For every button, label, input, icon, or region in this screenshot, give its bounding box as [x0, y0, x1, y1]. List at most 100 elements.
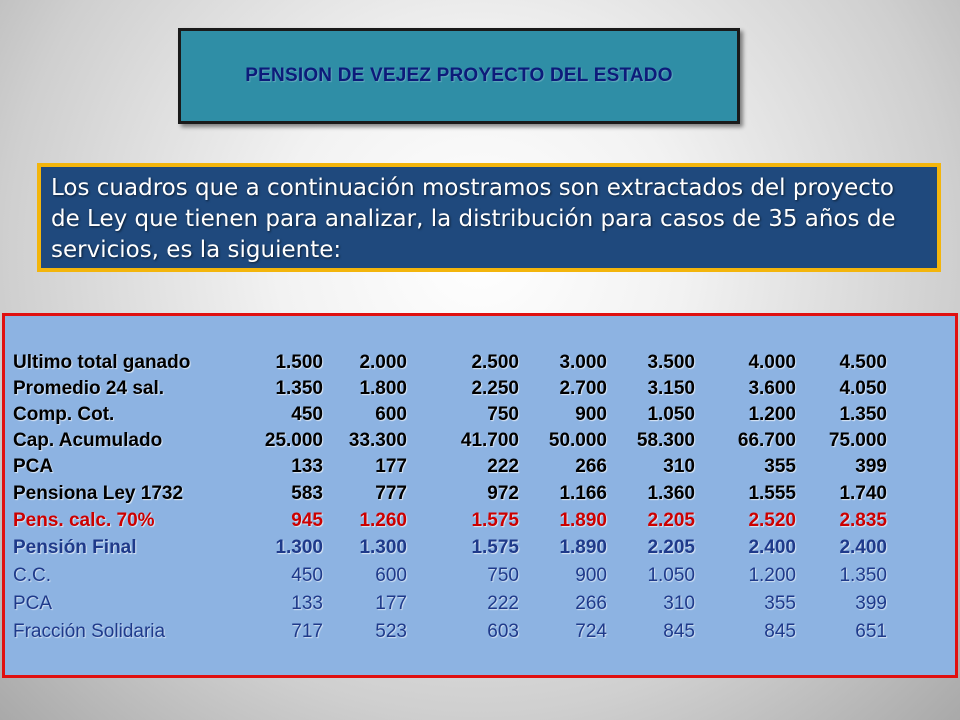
table-cell: 523	[375, 621, 407, 642]
table-cell: 310	[663, 593, 695, 614]
table-cell: 2.835	[839, 510, 887, 531]
table-cell: 1.166	[559, 483, 607, 504]
intro-text: Los cuadros que a continuación mostramos…	[51, 175, 896, 263]
table-cell: 2.700	[559, 378, 607, 399]
row-label: Pens. calc. 70%	[13, 510, 155, 531]
table-cell: 310	[663, 456, 695, 477]
table-cell: 2.205	[647, 510, 695, 531]
table-cell: 450	[291, 565, 323, 586]
table-row: Pensión Final 1.300 1.300 1.575 1.890 2.205 2.…	[13, 536, 953, 560]
table-cell: 1.740	[839, 483, 887, 504]
table-cell: 25.000	[264, 430, 323, 451]
intro-box: Los cuadros que a continuación mostramos…	[37, 163, 941, 272]
row-label: PCA	[13, 593, 53, 614]
row-label: Fracción Solidaria	[13, 621, 166, 642]
table-cell: 1.800	[359, 378, 407, 399]
table-cell: 2.000	[359, 352, 407, 373]
table-cell: 900	[575, 404, 607, 425]
table-cell: 222	[487, 456, 519, 477]
row-label: C.C.	[13, 565, 51, 586]
table-cell: 3.600	[748, 378, 796, 399]
pension-table: Ultimo total ganado 1.500 2.000 2.500 3.000 3…	[2, 313, 958, 678]
table-cell: 750	[487, 404, 519, 425]
table-cell: 50.000	[548, 430, 607, 451]
table-cell: 133	[291, 593, 323, 614]
table-cell: 2.400	[748, 537, 796, 558]
table-cell: 4.050	[839, 378, 887, 399]
table-cell: 33.300	[348, 430, 407, 451]
table-cell: 1.350	[275, 378, 323, 399]
table-cell: 266	[575, 456, 607, 477]
table-row: Fracción Solidaria 717 523 603 724 845 845 651	[13, 620, 953, 644]
table-cell: 1.300	[275, 537, 323, 558]
table-row: PCA 133 177 222 266 310 355 399	[13, 592, 953, 616]
row-label: Ultimo total ganado	[13, 352, 191, 373]
table-cell: 3.150	[647, 378, 695, 399]
table-cell: 3.500	[647, 352, 695, 373]
table-cell: 1.555	[748, 483, 796, 504]
table-cell: 1.350	[839, 565, 887, 586]
table-cell: 355	[764, 593, 796, 614]
table-cell: 1.260	[359, 510, 407, 531]
row-label: Cap. Acumulado	[13, 430, 163, 451]
table-cell: 133	[291, 456, 323, 477]
row-label: Comp. Cot.	[13, 404, 115, 425]
table-row: Cap. Acumulado 25.000 33.300 41.700 50.000 58…	[13, 429, 953, 453]
table-cell: 222	[487, 593, 519, 614]
table-cell: 1.575	[471, 510, 519, 531]
table-cell: 2.400	[839, 537, 887, 558]
table-cell: 266	[575, 593, 607, 614]
table-cell: 2.520	[748, 510, 796, 531]
table-cell: 66.700	[737, 430, 796, 451]
table-cell: 41.700	[460, 430, 519, 451]
table-cell: 355	[764, 456, 796, 477]
table-row: Pens. calc. 70% 945 1.260 1.575 1.890 2.205 2.…	[13, 509, 953, 533]
table-cell: 1.890	[559, 537, 607, 558]
table-row: Promedio 24 sal. 1.350 1.800 2.250 2.700 3.15…	[13, 377, 953, 401]
table-cell: 4.000	[748, 352, 796, 373]
table-cell: 717	[291, 621, 323, 642]
table-cell: 724	[575, 621, 607, 642]
table-cell: 3.000	[559, 352, 607, 373]
table-row: Ultimo total ganado 1.500 2.000 2.500 3.000 3…	[13, 351, 953, 375]
row-label: Promedio 24 sal.	[13, 378, 165, 399]
table-cell: 2.205	[647, 537, 695, 558]
title-box: PENSION DE VEJEZ PROYECTO DEL ESTADO	[178, 28, 740, 124]
table-cell: 777	[375, 483, 407, 504]
table-cell: 603	[487, 621, 519, 642]
table-cell: 399	[855, 593, 887, 614]
table-cell: 1.350	[839, 404, 887, 425]
table-cell: 972	[487, 483, 519, 504]
table-cell: 75.000	[828, 430, 887, 451]
table-cell: 1.300	[359, 537, 407, 558]
table-cell: 600	[375, 565, 407, 586]
slide-title: PENSION DE VEJEZ PROYECTO DEL ESTADO	[245, 65, 673, 86]
row-label: Pensiona Ley 1732	[13, 483, 184, 504]
table-cell: 600	[375, 404, 407, 425]
table-cell: 1.575	[471, 537, 519, 558]
table-row: C.C. 450 600 750 900 1.050 1.200 1.350	[13, 564, 953, 588]
table-row: PCA 133 177 222 266 310 355 399	[13, 455, 953, 479]
table-cell: 845	[663, 621, 695, 642]
table-cell: 900	[575, 565, 607, 586]
table-cell: 4.500	[839, 352, 887, 373]
table-cell: 1.890	[559, 510, 607, 531]
table-cell: 1.200	[748, 404, 796, 425]
table-cell: 450	[291, 404, 323, 425]
table-cell: 750	[487, 565, 519, 586]
table-cell: 177	[375, 456, 407, 477]
table-cell: 399	[855, 456, 887, 477]
row-label: Pensión Final	[13, 537, 137, 558]
table-cell: 1.050	[647, 404, 695, 425]
table-row: Pensiona Ley 1732 583 777 972 1.166 1.360 1.55…	[13, 482, 953, 506]
table-cell: 1.500	[275, 352, 323, 373]
table-cell: 2.250	[471, 378, 519, 399]
table-cell: 945	[291, 510, 323, 531]
table-cell: 651	[855, 621, 887, 642]
table-cell: 1.200	[748, 565, 796, 586]
table-cell: 1.360	[647, 483, 695, 504]
table-row: Comp. Cot. 450 600 750 900 1.050 1.200 1.350	[13, 403, 953, 427]
row-label: PCA	[13, 456, 54, 477]
table-cell: 583	[291, 483, 323, 504]
table-cell: 2.500	[471, 352, 519, 373]
